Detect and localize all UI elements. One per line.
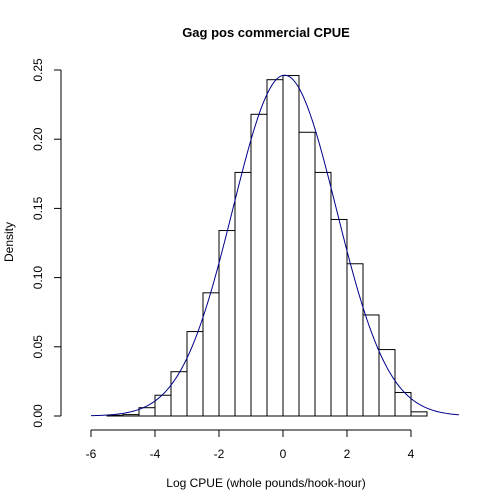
y-tick-label: 0.00 (31, 404, 45, 428)
histogram-bar (154, 394, 172, 417)
histogram-bar (218, 230, 236, 417)
histogram-bar (378, 349, 396, 417)
histogram-bar (170, 371, 188, 417)
histogram-bar (250, 113, 268, 417)
histogram-bar (346, 263, 364, 417)
histogram-bar (330, 218, 348, 417)
y-tick-label: 0.10 (31, 266, 45, 290)
histogram-bar (266, 79, 284, 417)
density-curve (90, 74, 460, 417)
y-tick-label: 0.15 (31, 196, 45, 220)
y-axis: 0.00 0.05 0.10 0.15 0.20 0.25 (31, 58, 62, 428)
histogram-bar (234, 171, 252, 417)
histogram-bars (106, 75, 428, 417)
histogram-bar (122, 414, 140, 417)
histogram-bar (314, 171, 332, 417)
x-tick-label: -2 (214, 447, 225, 461)
x-tick-label: -6 (86, 447, 97, 461)
x-axis-label: Log CPUE (whole pounds/hook-hour) (166, 476, 365, 490)
histogram-bar (410, 411, 428, 417)
chart-title: Gag pos commercial CPUE (182, 25, 350, 40)
histogram-bar (106, 414, 124, 417)
y-tick-label: 0.25 (31, 58, 45, 82)
histogram-bar (186, 331, 204, 417)
x-axis: -6 -4 -2 0 2 4 (86, 429, 415, 461)
x-tick-label: 0 (280, 447, 287, 461)
histogram-bar (298, 131, 316, 417)
histogram-bar (394, 391, 412, 417)
x-tick-label: 4 (408, 447, 415, 461)
x-tick-label: 2 (344, 447, 351, 461)
histogram-bar (282, 75, 300, 417)
y-tick-label: 0.20 (31, 127, 45, 151)
y-axis-label: Density (2, 222, 16, 262)
x-tick-label: -4 (150, 447, 161, 461)
y-tick-label: 0.05 (31, 335, 45, 359)
